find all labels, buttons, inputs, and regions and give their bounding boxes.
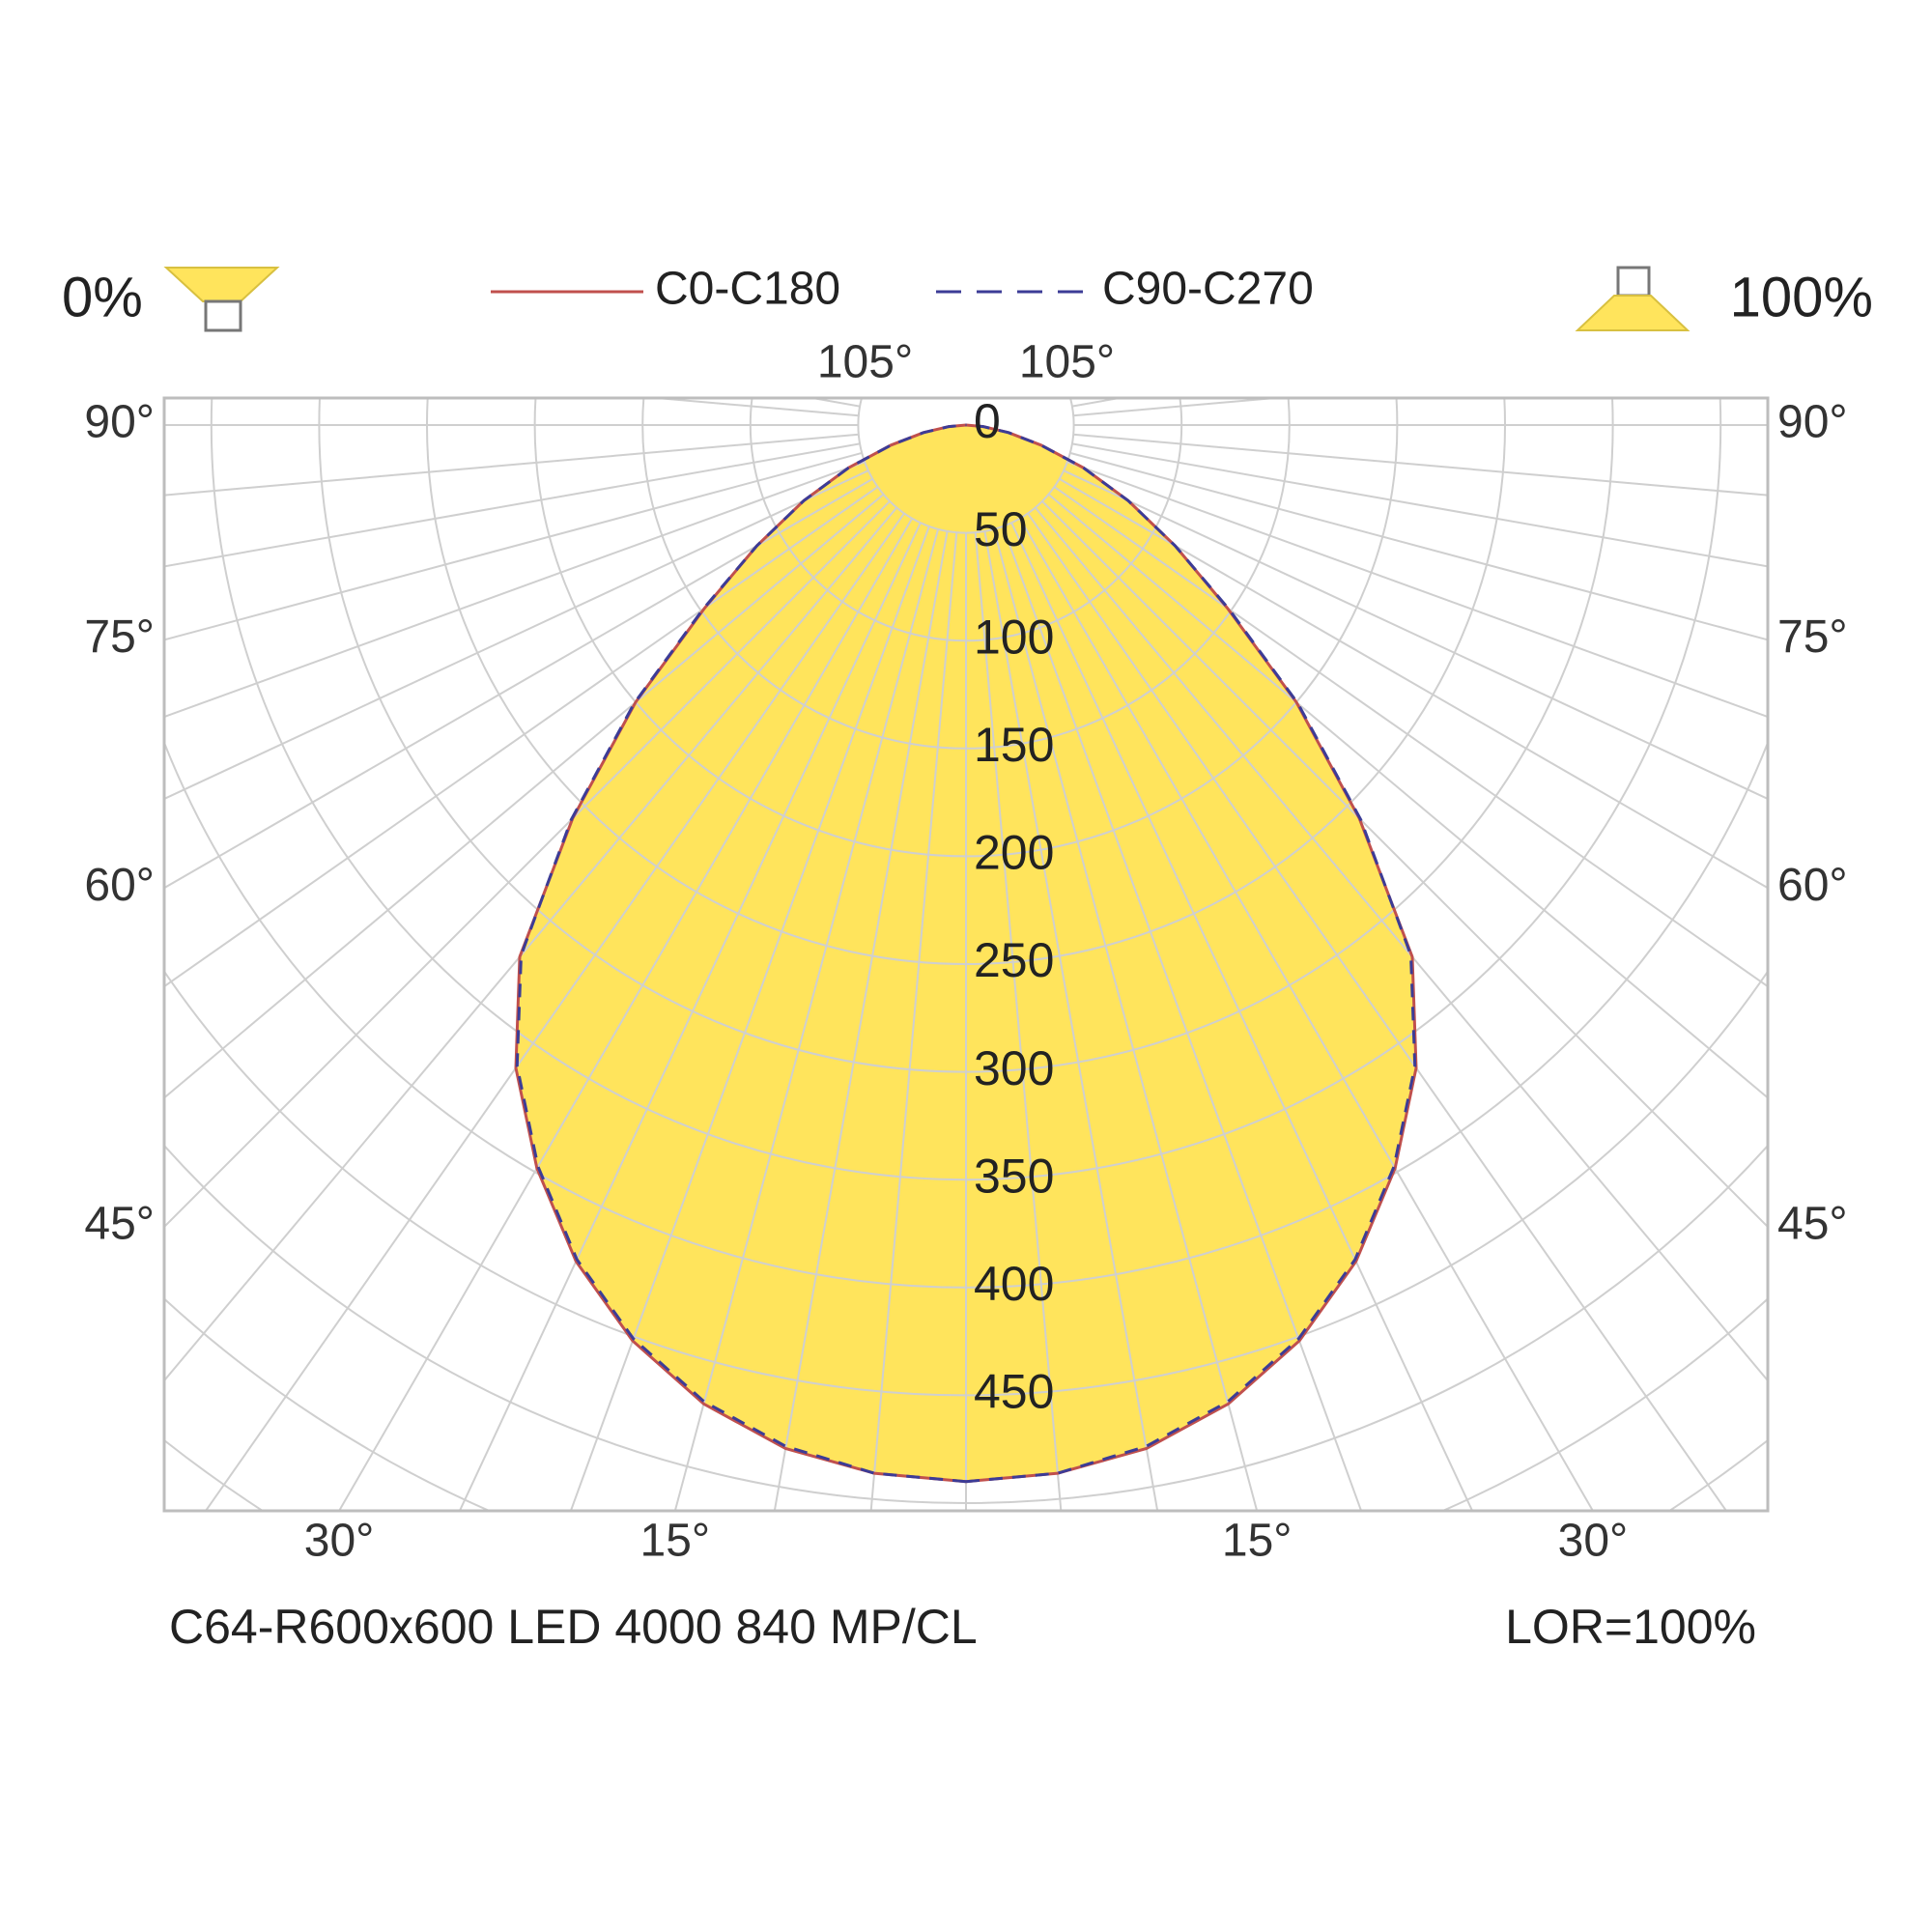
grid-spoke [337,518,914,1511]
grid-spoke [164,477,873,890]
grid-spoke [673,528,940,1511]
grid-spoke [1069,451,1768,641]
grid-spoke-minor [1067,0,1932,388]
series-line [515,423,967,1484]
uplight-icon-box [1616,266,1651,298]
angle-tick-label: 15° [1222,1516,1293,1567]
line-layer [514,423,1418,1484]
angle-tick-label: 30° [304,1516,375,1567]
grid-layer [0,0,1932,1511]
r-tick-label: 350 [974,1149,1054,1203]
angle-tick-label: 30° [1558,1516,1629,1567]
grid-spoke [861,398,862,399]
plot-frame [162,396,1770,1513]
r-tick-label: 100 [974,610,1054,664]
grid-spoke-minor [848,0,956,318]
r-tick-label: 250 [974,933,1054,987]
grid-spoke-minor [983,530,1159,1511]
grid-spoke [1059,477,1768,890]
grid-spoke-minor [1027,512,1728,1511]
grid-spoke [1070,398,1071,399]
angle-tick-label: 15° [640,1516,711,1567]
angle-tick-label: 75° [84,611,155,663]
footer-left: C64-R600x600 LED 4000 840 MP/CL [169,1600,978,1654]
grid-spoke-minor [204,512,905,1511]
grid-spoke-minor [1063,469,1768,801]
grid-spoke-minor [458,522,922,1511]
grid-spoke [1041,500,1768,1229]
grid-spoke-minor [164,442,861,568]
grid-spoke-minor [164,506,898,1382]
downlight-icon-box [204,299,242,332]
grid-spoke-minor [0,0,865,388]
fill-layer [516,425,1416,1482]
angle-tick-label: 90° [1777,397,1848,448]
grid-spoke-minor [1010,522,1474,1511]
grid-spoke-minor [1073,433,1768,497]
r-tick-label: 0 [974,394,1001,448]
intensity-fill [516,425,966,1482]
intensity-fill [966,425,1416,1482]
r-tick-label: 50 [974,502,1028,556]
r-tick-label: 400 [974,1257,1054,1311]
grid-spoke-minor [569,526,930,1511]
angle-tick-label: 90° [84,397,155,448]
grid-spoke-minor [974,532,1063,1511]
r-tick-label: 450 [974,1365,1054,1419]
grid-spoke-minor [164,493,885,1099]
r-tick-label: 300 [974,1041,1054,1095]
legend-label: C90-C270 [1102,264,1314,315]
corner-label: 0% [62,266,143,328]
grid-spoke-minor [1066,461,1768,719]
grid-spoke [164,451,863,641]
grid-spoke-minor [773,530,949,1511]
footer-right: LOR=100% [1505,1600,1756,1654]
angle-tick-label: 105° [1019,337,1115,388]
angle-tick-label: 105° [817,337,913,388]
r-tick-label: 150 [974,718,1054,772]
angle-tick-label: 45° [1777,1199,1848,1250]
grid-spoke-minor [1002,526,1363,1511]
downlight-icon [163,267,280,302]
series-line [965,423,1417,1484]
corner-label: 100% [1730,266,1873,328]
angle-tick-label: 60° [84,860,155,911]
grid-spoke-minor [976,0,1084,318]
grid-spoke-minor [164,469,869,801]
grid-spoke [164,500,891,1229]
r-tick-label: 200 [974,826,1054,880]
grid-spoke-minor [1047,493,1768,1099]
grid-spoke-minor [1071,442,1768,568]
grid-spoke [1018,518,1595,1511]
grid-spoke-minor [164,433,859,497]
label-layer: 0 50 100 150 200 250 300 350 400 450 15° 15° 30° 30° 4… [84,264,1847,1567]
grid-spoke-minor [1034,506,1768,1382]
grid-spoke [992,528,1259,1511]
grid-spoke-minor [164,461,866,719]
legend-label: C0-C180 [655,264,840,315]
angle-tick-label: 60° [1777,860,1848,911]
angle-tick-label: 45° [84,1199,155,1250]
angle-tick-label: 75° [1777,611,1848,663]
uplight-icon [1575,295,1690,331]
grid-spoke-minor [869,532,958,1511]
